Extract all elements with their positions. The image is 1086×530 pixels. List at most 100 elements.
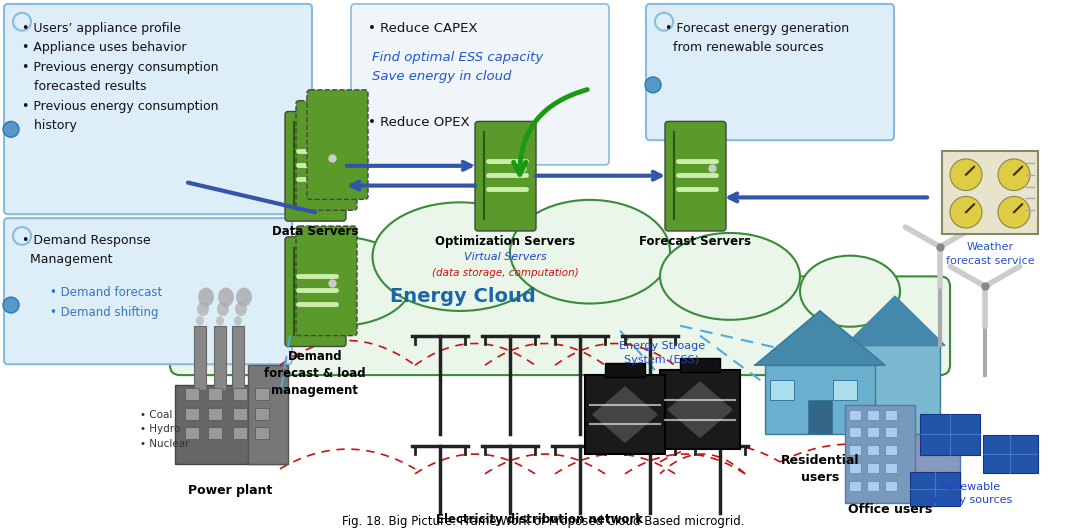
Bar bbox=[845, 405, 915, 504]
Bar bbox=[175, 385, 285, 464]
Bar bbox=[833, 380, 857, 400]
Bar bbox=[850, 346, 940, 434]
Bar bbox=[185, 388, 199, 400]
Bar bbox=[867, 427, 879, 437]
Polygon shape bbox=[755, 311, 885, 365]
Bar bbox=[885, 427, 897, 437]
Bar bbox=[185, 427, 199, 439]
Bar bbox=[983, 435, 1038, 473]
Bar bbox=[867, 463, 879, 473]
Circle shape bbox=[998, 159, 1030, 190]
FancyBboxPatch shape bbox=[646, 4, 894, 140]
Text: Residential
users: Residential users bbox=[781, 454, 859, 484]
Circle shape bbox=[3, 121, 18, 137]
Text: Find optimal ESS capacity
Save energy in cloud: Find optimal ESS capacity Save energy in… bbox=[372, 51, 543, 83]
FancyBboxPatch shape bbox=[665, 121, 727, 231]
FancyBboxPatch shape bbox=[296, 101, 357, 210]
FancyBboxPatch shape bbox=[285, 237, 346, 347]
Text: Data Servers: Data Servers bbox=[272, 225, 358, 238]
Polygon shape bbox=[668, 382, 732, 437]
Polygon shape bbox=[845, 296, 945, 346]
Bar bbox=[255, 408, 269, 420]
Bar bbox=[233, 388, 247, 400]
Text: Power plant: Power plant bbox=[188, 484, 273, 497]
Ellipse shape bbox=[233, 316, 242, 325]
Bar bbox=[885, 481, 897, 491]
Circle shape bbox=[998, 197, 1030, 228]
Text: • Forecast energy generation
  from renewable sources: • Forecast energy generation from renewa… bbox=[665, 22, 849, 54]
FancyBboxPatch shape bbox=[307, 90, 368, 199]
Text: Virtual Servers: Virtual Servers bbox=[464, 252, 546, 262]
Bar bbox=[867, 445, 879, 455]
Bar bbox=[849, 427, 861, 437]
Ellipse shape bbox=[236, 288, 252, 306]
Bar bbox=[232, 326, 244, 390]
Bar bbox=[233, 408, 247, 420]
Bar bbox=[808, 400, 832, 434]
Bar bbox=[910, 472, 960, 506]
Ellipse shape bbox=[372, 202, 547, 311]
Ellipse shape bbox=[800, 255, 900, 326]
Bar bbox=[194, 326, 206, 390]
Text: Optimization Servers: Optimization Servers bbox=[435, 235, 574, 248]
Bar bbox=[910, 434, 960, 504]
Circle shape bbox=[950, 197, 982, 228]
Bar bbox=[185, 408, 199, 420]
Text: • Demand Response
  Management: • Demand Response Management bbox=[22, 234, 151, 267]
Bar bbox=[942, 151, 1038, 234]
Bar bbox=[233, 427, 247, 439]
Ellipse shape bbox=[198, 288, 214, 306]
Bar bbox=[849, 481, 861, 491]
Bar bbox=[255, 427, 269, 439]
Bar bbox=[209, 388, 222, 400]
Text: • Coal
• Hydro
• Nuclear: • Coal • Hydro • Nuclear bbox=[140, 410, 189, 449]
Text: Energy Cloud: Energy Cloud bbox=[390, 287, 535, 306]
Bar bbox=[255, 388, 269, 400]
Bar bbox=[680, 358, 720, 372]
Circle shape bbox=[950, 159, 982, 190]
Text: • Users’ appliance profile
• Appliance uses behavior
• Previous energy consumpti: • Users’ appliance profile • Appliance u… bbox=[22, 22, 218, 132]
Bar bbox=[920, 413, 980, 455]
Text: Forecast Servers: Forecast Servers bbox=[639, 235, 752, 248]
Bar bbox=[605, 363, 645, 377]
Ellipse shape bbox=[660, 233, 800, 320]
Circle shape bbox=[645, 77, 661, 93]
Text: Electricity distribution network: Electricity distribution network bbox=[437, 513, 644, 526]
Ellipse shape bbox=[510, 200, 670, 304]
Ellipse shape bbox=[195, 316, 204, 325]
Text: • Reduce OPEX: • Reduce OPEX bbox=[368, 117, 469, 129]
Ellipse shape bbox=[218, 288, 233, 306]
Bar bbox=[867, 410, 879, 420]
Bar bbox=[770, 380, 794, 400]
FancyBboxPatch shape bbox=[351, 4, 609, 165]
Bar bbox=[209, 427, 222, 439]
Bar bbox=[585, 375, 665, 454]
Bar bbox=[849, 463, 861, 473]
Bar bbox=[885, 445, 897, 455]
Bar bbox=[885, 463, 897, 473]
Bar bbox=[209, 408, 222, 420]
Text: (data storage, computation): (data storage, computation) bbox=[431, 269, 579, 278]
Bar bbox=[765, 365, 875, 434]
Bar bbox=[214, 326, 226, 390]
FancyBboxPatch shape bbox=[296, 226, 357, 335]
Bar bbox=[867, 481, 879, 491]
Ellipse shape bbox=[217, 302, 229, 316]
FancyBboxPatch shape bbox=[171, 276, 950, 375]
Ellipse shape bbox=[197, 302, 209, 316]
Ellipse shape bbox=[216, 316, 224, 325]
Bar bbox=[849, 445, 861, 455]
Bar bbox=[849, 410, 861, 420]
Bar bbox=[248, 365, 288, 464]
FancyBboxPatch shape bbox=[4, 218, 292, 364]
Text: • Reduce CAPEX: • Reduce CAPEX bbox=[368, 22, 478, 35]
Ellipse shape bbox=[245, 286, 334, 346]
Bar bbox=[660, 370, 740, 449]
Text: Fig. 18. Big Picture: Frame Work of Proposed Cloud Based microgrid.: Fig. 18. Big Picture: Frame Work of Prop… bbox=[342, 515, 744, 528]
Text: Office users: Office users bbox=[848, 504, 932, 516]
FancyBboxPatch shape bbox=[285, 111, 346, 221]
Text: Demand
forecast & load
management: Demand forecast & load management bbox=[264, 350, 366, 398]
FancyBboxPatch shape bbox=[475, 121, 536, 231]
Circle shape bbox=[3, 297, 18, 313]
Text: • Demand forecast
• Demand shifting: • Demand forecast • Demand shifting bbox=[50, 286, 162, 319]
